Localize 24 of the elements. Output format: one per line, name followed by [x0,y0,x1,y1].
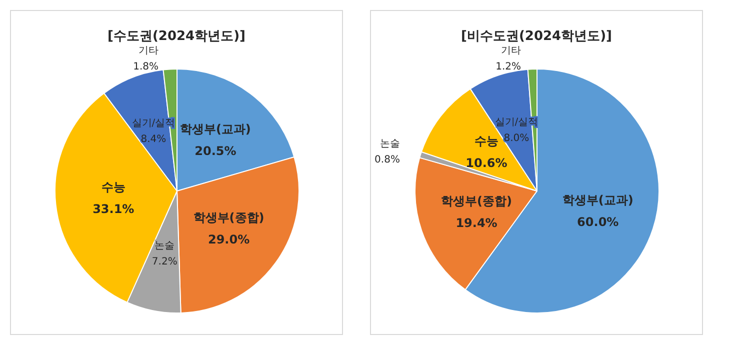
slice-label: 수능 [474,134,498,148]
data-label: 19.4% [456,216,498,230]
data-label: 29.0% [208,232,250,247]
slice-label: 논술 [380,138,400,150]
slice-label: 학생부(교과) [180,122,251,136]
chart-title: [비수도권(2024학년도)] [461,29,612,44]
slice-label: 기타 [138,46,159,57]
slice-label: 수능 [101,180,126,194]
slice-label: 학생부(종합) [441,194,512,208]
data-label: 0.8% [374,154,400,166]
data-label: 7.2% [152,256,178,268]
slice-label: 학생부(교과) [562,192,634,207]
slice-label: 학생부(종합) [193,210,264,225]
data-label: 33.1% [92,202,134,216]
chart-title: [수도권(2024학년도)] [108,29,246,44]
data-label: 60.0% [577,214,619,229]
data-label: 1.2% [496,62,522,73]
data-label: 8.0% [504,132,530,144]
data-label: 20.5% [194,144,236,158]
data-label: 10.6% [466,156,508,170]
slice-label: 논술 [154,240,175,252]
data-label: 1.8% [133,62,159,73]
data-label: 8.4% [140,134,166,145]
slice-label: 기타 [501,46,522,57]
